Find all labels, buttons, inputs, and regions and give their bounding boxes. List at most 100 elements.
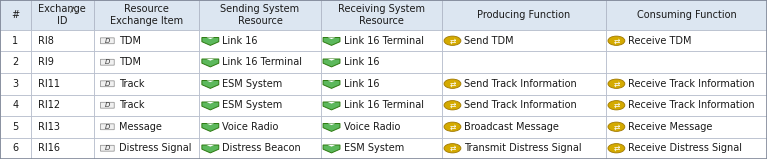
- Bar: [442, 94, 606, 116]
- FancyBboxPatch shape: [100, 38, 114, 44]
- Text: Resource
Exchange Item: Resource Exchange Item: [110, 4, 183, 26]
- Polygon shape: [206, 145, 214, 147]
- Polygon shape: [328, 102, 335, 104]
- Bar: [94, 30, 199, 52]
- Text: ⇄: ⇄: [449, 122, 456, 131]
- Ellipse shape: [608, 36, 625, 45]
- Ellipse shape: [444, 144, 461, 153]
- FancyBboxPatch shape: [100, 124, 114, 130]
- Text: Receive Track Information: Receive Track Information: [627, 79, 754, 89]
- Text: RI11: RI11: [38, 79, 61, 89]
- Polygon shape: [202, 124, 219, 131]
- FancyBboxPatch shape: [100, 102, 114, 108]
- Text: 1: 1: [12, 36, 18, 46]
- Text: ⇄: ⇄: [613, 36, 620, 45]
- Bar: [0, 52, 31, 73]
- Text: 5: 5: [12, 122, 18, 132]
- Text: RI12: RI12: [38, 100, 61, 110]
- Ellipse shape: [444, 122, 461, 131]
- Bar: [0, 94, 31, 116]
- Text: Send TDM: Send TDM: [464, 36, 514, 46]
- Bar: [321, 94, 442, 116]
- Polygon shape: [323, 38, 340, 45]
- FancyBboxPatch shape: [100, 81, 114, 87]
- Polygon shape: [323, 145, 340, 153]
- Polygon shape: [323, 102, 340, 110]
- Bar: [199, 116, 321, 138]
- Bar: [0, 116, 31, 138]
- Text: Message: Message: [119, 122, 162, 132]
- Polygon shape: [206, 38, 214, 39]
- Text: Voice Radio: Voice Radio: [344, 122, 400, 132]
- Text: D: D: [104, 81, 110, 87]
- Bar: [199, 52, 321, 73]
- Text: ⇄: ⇄: [613, 79, 620, 88]
- Text: Track: Track: [119, 100, 144, 110]
- Bar: [606, 138, 767, 159]
- Ellipse shape: [608, 101, 625, 110]
- Text: Receive Track Information: Receive Track Information: [627, 100, 754, 110]
- Polygon shape: [202, 59, 219, 67]
- Bar: [31, 0, 94, 30]
- Text: Voice Radio: Voice Radio: [222, 122, 279, 132]
- Text: 2: 2: [12, 57, 18, 67]
- FancyBboxPatch shape: [100, 145, 114, 151]
- Text: Producing Function: Producing Function: [477, 10, 571, 20]
- Text: ⇄: ⇄: [449, 144, 456, 153]
- Polygon shape: [323, 80, 340, 88]
- FancyBboxPatch shape: [100, 59, 114, 65]
- Polygon shape: [328, 38, 335, 39]
- Bar: [606, 30, 767, 52]
- Text: TDM: TDM: [119, 36, 141, 46]
- Bar: [0, 138, 31, 159]
- Bar: [442, 138, 606, 159]
- Text: Link 16: Link 16: [344, 79, 379, 89]
- Bar: [31, 138, 94, 159]
- Text: Send Track Information: Send Track Information: [464, 100, 577, 110]
- Text: #: #: [12, 10, 19, 20]
- Bar: [442, 0, 606, 30]
- Text: ⇄: ⇄: [449, 36, 456, 45]
- Bar: [199, 138, 321, 159]
- Text: ESM System: ESM System: [344, 143, 404, 153]
- Text: 4: 4: [12, 100, 18, 110]
- Text: 6: 6: [12, 143, 18, 153]
- Ellipse shape: [608, 144, 625, 153]
- Bar: [199, 94, 321, 116]
- Text: Link 16: Link 16: [344, 57, 379, 67]
- Bar: [94, 73, 199, 94]
- Text: Link 16 Terminal: Link 16 Terminal: [344, 100, 423, 110]
- Ellipse shape: [608, 122, 625, 131]
- Text: Receiving System
Resource: Receiving System Resource: [337, 4, 425, 26]
- Text: ⇄: ⇄: [613, 144, 620, 153]
- Text: Exchange
ID: Exchange ID: [38, 4, 86, 26]
- Ellipse shape: [444, 101, 461, 110]
- Bar: [606, 116, 767, 138]
- Bar: [606, 94, 767, 116]
- Text: RI9: RI9: [38, 57, 54, 67]
- Bar: [606, 73, 767, 94]
- Bar: [442, 30, 606, 52]
- Text: Link 16 Terminal: Link 16 Terminal: [222, 57, 302, 67]
- Polygon shape: [206, 59, 214, 61]
- Text: ESM System: ESM System: [222, 79, 283, 89]
- Text: ⇄: ⇄: [613, 101, 620, 110]
- Bar: [321, 138, 442, 159]
- Text: Distress Signal: Distress Signal: [119, 143, 192, 153]
- Text: Receive Message: Receive Message: [627, 122, 712, 132]
- Bar: [94, 94, 199, 116]
- Ellipse shape: [444, 79, 461, 88]
- Text: Transmit Distress Signal: Transmit Distress Signal: [464, 143, 581, 153]
- Bar: [0, 0, 31, 30]
- Polygon shape: [202, 80, 219, 88]
- Bar: [0, 73, 31, 94]
- Text: Consuming Function: Consuming Function: [637, 10, 736, 20]
- Bar: [0, 30, 31, 52]
- Text: ⇄: ⇄: [613, 122, 620, 131]
- Bar: [199, 30, 321, 52]
- Polygon shape: [206, 124, 214, 125]
- Polygon shape: [202, 102, 219, 110]
- Bar: [94, 138, 199, 159]
- Ellipse shape: [444, 36, 461, 45]
- Text: D: D: [104, 59, 110, 65]
